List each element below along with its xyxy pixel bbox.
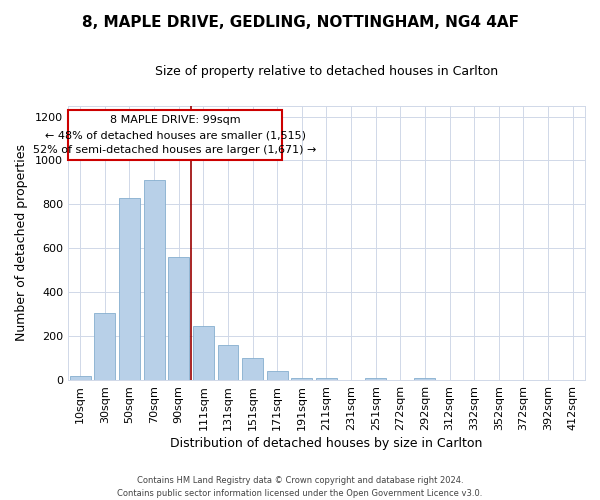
Bar [267, 372, 287, 380]
Bar [415, 378, 436, 380]
Title: Size of property relative to detached houses in Carlton: Size of property relative to detached ho… [155, 65, 498, 78]
X-axis label: Distribution of detached houses by size in Carlton: Distribution of detached houses by size … [170, 437, 482, 450]
Text: 8, MAPLE DRIVE, GEDLING, NOTTINGHAM, NG4 4AF: 8, MAPLE DRIVE, GEDLING, NOTTINGHAM, NG4… [82, 15, 518, 30]
Bar [68, 110, 282, 160]
Bar [242, 358, 263, 380]
Text: Contains HM Land Registry data © Crown copyright and database right 2024.
Contai: Contains HM Land Registry data © Crown c… [118, 476, 482, 498]
Bar [119, 198, 140, 380]
Bar [94, 313, 115, 380]
Bar [365, 378, 386, 380]
Bar [193, 326, 214, 380]
Y-axis label: Number of detached properties: Number of detached properties [15, 144, 28, 342]
Bar [168, 257, 189, 380]
Bar [143, 180, 164, 380]
Bar [316, 378, 337, 380]
Text: 8 MAPLE DRIVE: 99sqm
← 48% of detached houses are smaller (1,515)
52% of semi-de: 8 MAPLE DRIVE: 99sqm ← 48% of detached h… [34, 116, 317, 155]
Bar [70, 376, 91, 380]
Bar [218, 345, 238, 380]
Bar [292, 378, 313, 380]
